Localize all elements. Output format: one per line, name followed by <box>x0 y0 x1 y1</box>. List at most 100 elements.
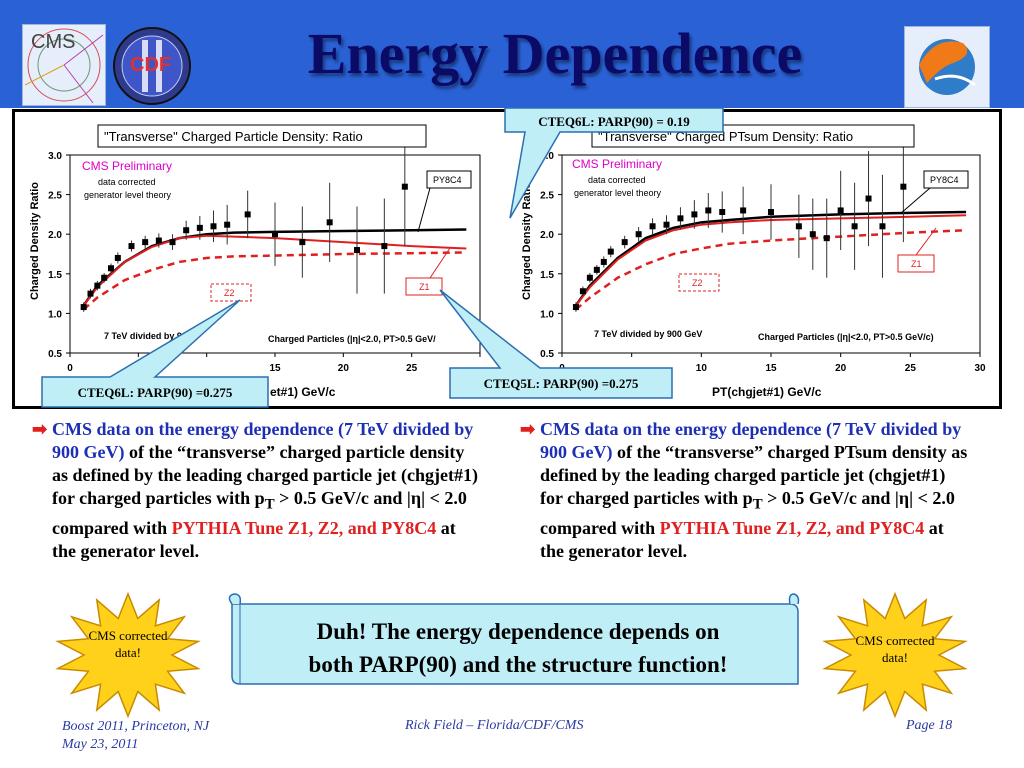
star-left-line1: CMS corrected <box>88 628 168 643</box>
callout-top-shape <box>504 107 724 219</box>
right-data-point <box>795 223 802 230</box>
right-py8c4-box <box>923 170 969 189</box>
left-ytick-label: 0.5 <box>48 349 62 360</box>
left-xlabel: et#1) GeV/c <box>270 385 336 399</box>
left-data-point <box>326 219 333 226</box>
left-data-point <box>114 254 121 261</box>
left-z1-label: Z1 <box>419 282 430 292</box>
left-ytick-label: 1.5 <box>48 270 62 281</box>
bullet-left-body-2: > 0.5 GeV/c and |η| < 2.0 compared with <box>52 488 467 538</box>
left-ytick-label: 2.0 <box>48 230 62 241</box>
star-right <box>822 591 968 719</box>
right-xtick-label: 10 <box>696 363 708 374</box>
left-data-point <box>272 231 278 238</box>
bullet-right-lead: CMS data on the energy dependence (7 TeV… <box>540 419 962 462</box>
scroll-text: Duh! The energy dependence depends on bo… <box>248 615 788 681</box>
bullet-right-body: of the “transverse” charged PTsum densit… <box>540 442 968 508</box>
left-py8c4-pointer <box>417 187 431 233</box>
right-z1-pointer <box>915 227 937 256</box>
callout-bottom-left: CTEQ6L: PARP(90) =0.275 <box>41 299 269 408</box>
left-curve-z2 <box>82 251 467 311</box>
right-xlabel: PT(chgjet#1) GeV/c <box>712 385 822 399</box>
right-z2-label: Z2 <box>692 278 703 288</box>
right-data-point <box>572 304 579 311</box>
bullet-arrow-icon: ➡ <box>32 419 48 439</box>
right-py8c4-pointer <box>899 187 931 215</box>
callout-top-text: CTEQ6L: PARP(90) = 0.19 <box>538 114 690 129</box>
right-points <box>572 131 907 312</box>
right-data-point <box>740 207 747 214</box>
bullet-arrow-icon: ➡ <box>520 419 536 439</box>
cdf-logo-text: CDF <box>130 54 172 76</box>
footer-left: Boost 2011, Princeton, NJ May 23, 2011 <box>62 718 209 754</box>
right-data-point <box>865 195 872 202</box>
bullet-left-tail: at the generator level. <box>52 517 456 561</box>
left-ytick-label: 3.0 <box>48 151 62 162</box>
left-energy-label: 7 TeV divided by 900 <box>104 331 192 341</box>
right-data-point <box>607 248 614 255</box>
right-curves <box>574 210 967 311</box>
right-xtick-label: 15 <box>765 363 777 374</box>
right-ytick-label: 3.0 <box>540 151 554 162</box>
left-z1-box <box>405 277 443 296</box>
left-xtick-label: 25 <box>406 363 418 374</box>
right-data-point <box>621 239 628 246</box>
left-z1-pointer <box>429 247 451 279</box>
left-corrected-1: data corrected <box>98 177 156 187</box>
right-data-point <box>705 207 712 214</box>
bullet-right: ➡ CMS data on the energy dependence (7 T… <box>520 418 970 563</box>
star-right-text: CMS corrected data! <box>825 632 965 666</box>
scroll-banner <box>228 593 800 685</box>
left-corrected-2: generator level theory <box>84 190 172 200</box>
page-title: Energy Dependence <box>307 21 803 86</box>
cdf-logo: CDF <box>112 26 192 106</box>
right-data-point <box>719 209 726 216</box>
right-data-point <box>649 223 656 230</box>
bullet-right-sub: T <box>752 496 763 513</box>
right-ytick-label: 2.5 <box>540 191 554 202</box>
left-xtick-label: 20 <box>338 363 350 374</box>
footer-page: Page 18 <box>906 718 953 733</box>
left-curves <box>82 228 467 311</box>
right-xtick-label: 30 <box>974 363 986 374</box>
charts-svg: 0.5 1.0 1.5 2.0 2.5 3.0 0 15 20 25 "Transverse" C… <box>29 107 986 408</box>
florida-logo <box>904 26 990 108</box>
left-z2-box <box>210 283 252 302</box>
star-left <box>55 591 201 719</box>
left-data-point <box>401 183 408 190</box>
bullet-right-body-2: > 0.5 GeV/c and |η| < 2.0 compared with <box>540 488 955 538</box>
left-data-point <box>169 239 176 246</box>
florida-logo-graphic <box>919 39 976 95</box>
right-curve-z1 <box>575 214 967 307</box>
left-data-point <box>381 243 388 250</box>
left-py8c4-box <box>426 170 472 189</box>
bullet-right-tunes: PYTHIA Tune Z1, Z2, and PY8C4 <box>659 517 925 538</box>
right-data-point <box>586 274 593 281</box>
right-py8c4-label: PY8C4 <box>930 175 959 185</box>
cms-logo-text: CMS <box>31 31 76 53</box>
left-data-point <box>210 223 217 230</box>
star-right-line2: data! <box>882 650 908 665</box>
bullet-left-sub: T <box>264 496 275 513</box>
star-left-shape <box>55 591 201 719</box>
right-data-point <box>851 223 858 230</box>
scroll-line2: both PARP(90) and the structure function… <box>308 652 728 677</box>
left-xtick-label: 15 <box>269 363 281 374</box>
right-data-point <box>691 211 698 218</box>
left-data-point <box>94 282 101 289</box>
right-data-point <box>768 209 774 216</box>
cms-logo-graphic <box>24 28 104 104</box>
right-data-point <box>900 183 907 190</box>
bullet-left: ➡ CMS data on the energy dependence (7 T… <box>32 418 482 563</box>
scroll-line1: Duh! The energy dependence depends on <box>316 619 720 644</box>
left-data-point <box>142 239 149 246</box>
right-data-point <box>879 223 886 230</box>
left-data-point <box>354 247 360 254</box>
bullet-right-tail: at the generator level. <box>540 517 944 561</box>
left-data-point <box>183 227 190 234</box>
right-prelim: CMS Preliminary <box>572 157 662 171</box>
footer-author: Rick Field – Florida/CDF/CMS <box>405 718 584 733</box>
scroll-curl-right <box>788 593 800 605</box>
right-data-point <box>823 235 830 242</box>
star-left-text: CMS corrected data! <box>58 627 198 661</box>
